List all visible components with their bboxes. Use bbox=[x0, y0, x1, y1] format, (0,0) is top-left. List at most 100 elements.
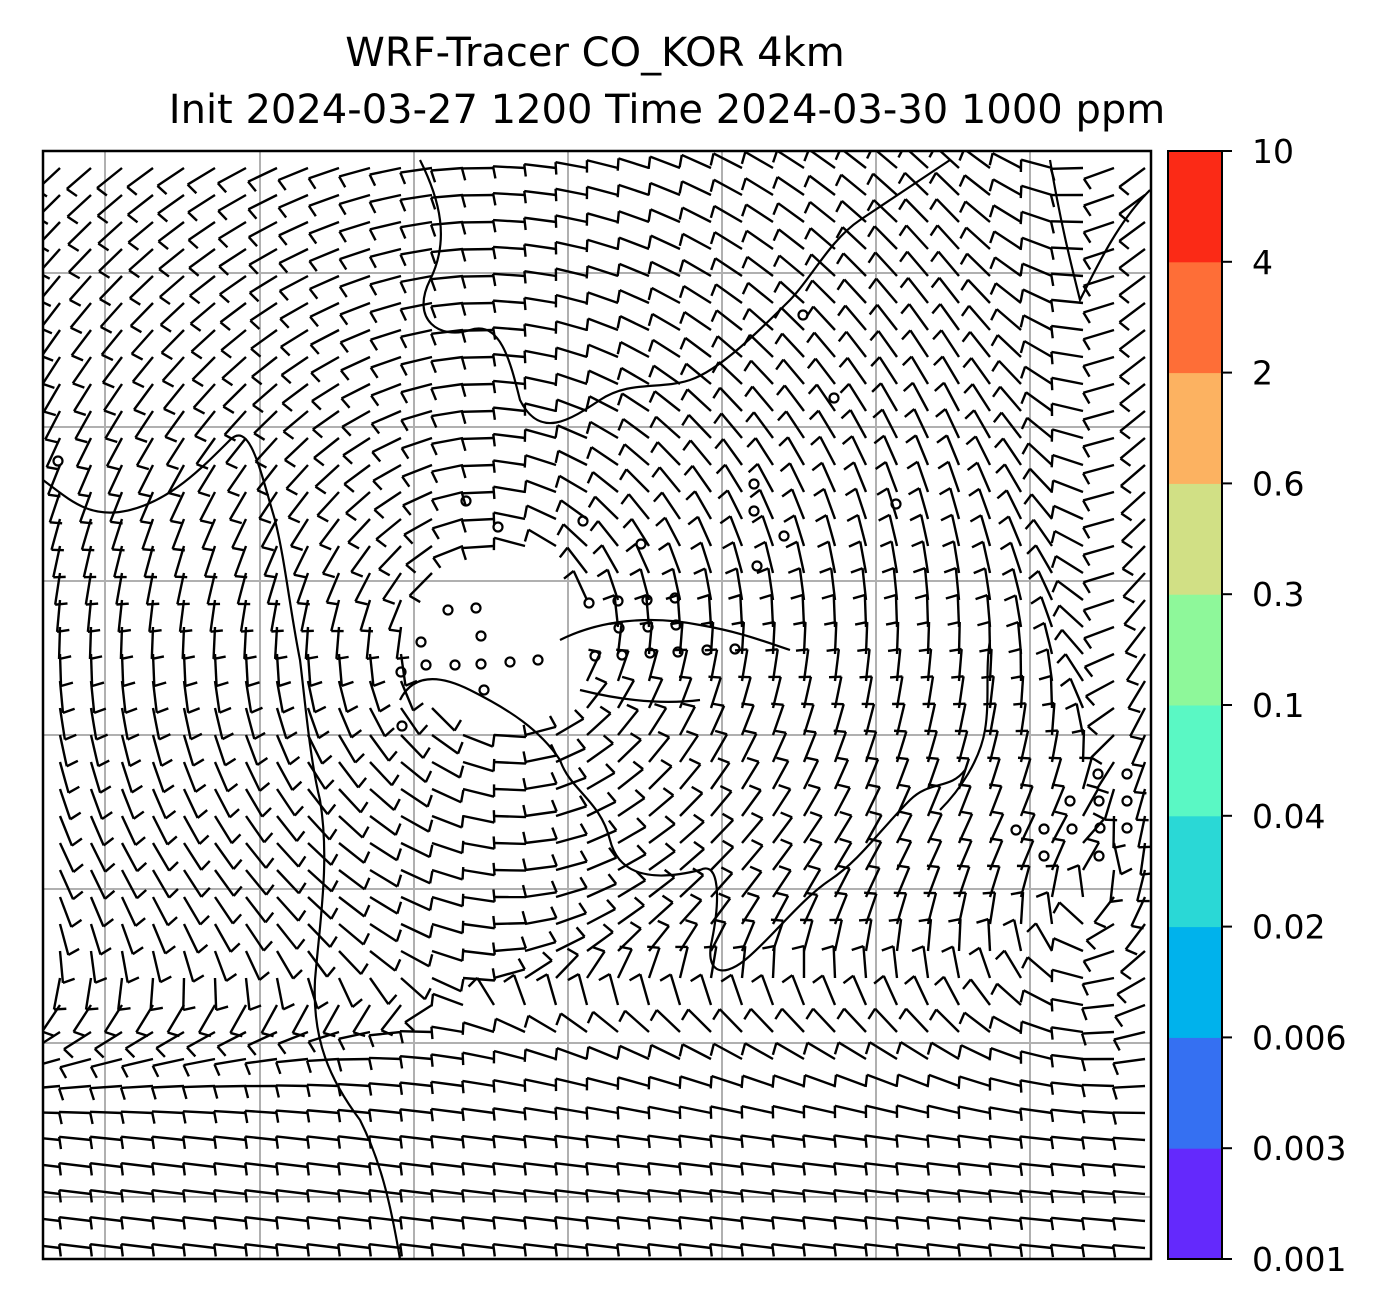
wind-barb-shaft bbox=[664, 517, 682, 547]
wind-barb-shaft bbox=[338, 193, 371, 206]
wind-barb-feather bbox=[1118, 267, 1130, 277]
wind-barb-shaft bbox=[311, 382, 340, 403]
wind-barb-feather bbox=[1082, 419, 1091, 431]
wind-barb-feather bbox=[874, 461, 887, 471]
wind-barb-shaft bbox=[493, 406, 526, 413]
wind-barb-shaft bbox=[182, 680, 190, 713]
wind-barb-shaft bbox=[307, 869, 333, 893]
wind-barb-feather bbox=[711, 702, 725, 708]
wind-barb-feather bbox=[661, 894, 674, 904]
wind-barb-shaft bbox=[1081, 729, 1086, 763]
wind-barb-feather bbox=[1125, 651, 1138, 659]
wind-barb-feather bbox=[375, 538, 387, 548]
wind-barb-shaft bbox=[780, 306, 805, 331]
wind-barb-shaft bbox=[1061, 629, 1084, 655]
wind-barb-feather bbox=[460, 222, 467, 235]
wind-barb-shaft bbox=[58, 869, 75, 900]
wind-barb-feather bbox=[1018, 1163, 1024, 1177]
wind-barb-feather bbox=[605, 763, 616, 774]
wind-barb-shaft bbox=[216, 1030, 247, 1048]
wind-barb-shaft bbox=[525, 1048, 557, 1061]
wind-barb-shaft bbox=[586, 931, 614, 952]
wind-barb-feather bbox=[567, 973, 580, 982]
wind-barb-shaft bbox=[648, 1105, 681, 1115]
wind-barb-shaft bbox=[892, 946, 899, 979]
wind-barb-feather bbox=[957, 1106, 961, 1119]
wind-barb-shaft bbox=[833, 919, 843, 952]
wind-barb-shaft bbox=[650, 234, 681, 251]
wind-barb-feather bbox=[492, 1108, 496, 1121]
wind-barb-shaft bbox=[952, 541, 961, 574]
wind-barb-feather bbox=[700, 620, 714, 626]
wind-barb-shaft bbox=[197, 464, 217, 493]
wind-barb-feather bbox=[648, 365, 655, 378]
wind-barb-shaft bbox=[971, 383, 992, 412]
wind-barb-feather bbox=[1052, 837, 1065, 842]
wind-barb-shaft bbox=[866, 1073, 898, 1088]
wind-barb-feather bbox=[108, 492, 121, 498]
wind-barb-feather bbox=[219, 321, 231, 331]
wind-barb-shaft bbox=[382, 572, 402, 601]
wind-barb-shaft bbox=[214, 1135, 247, 1142]
wind-barb-shaft bbox=[66, 194, 92, 218]
wind-barb-feather bbox=[1019, 990, 1025, 1003]
wind-barb-shaft bbox=[779, 280, 805, 304]
wind-barb-feather bbox=[1080, 1084, 1086, 1098]
wind-barb-feather bbox=[216, 182, 228, 194]
wind-barb-shaft bbox=[617, 797, 646, 817]
wind-barb-shaft bbox=[203, 545, 217, 577]
wind-barb-shaft bbox=[244, 680, 253, 713]
wind-barb-feather bbox=[879, 540, 893, 548]
wind-barb-shaft bbox=[89, 869, 107, 900]
wind-barb-feather bbox=[962, 357, 973, 369]
wind-barb-feather bbox=[66, 215, 79, 225]
wind-barb-feather bbox=[328, 828, 338, 841]
calm-wind-circle bbox=[1064, 795, 1076, 807]
wind-barb-feather bbox=[280, 374, 292, 385]
wind-barb-feather bbox=[585, 344, 590, 358]
wind-barb-shaft bbox=[337, 734, 357, 764]
wind-barb-shaft bbox=[1030, 493, 1053, 520]
wind-barb-feather bbox=[1030, 595, 1042, 605]
wind-barb-feather bbox=[182, 1190, 186, 1203]
wind-barb-feather bbox=[778, 436, 789, 447]
wind-barb-shaft bbox=[524, 1215, 557, 1223]
wind-barb-shaft bbox=[493, 1242, 526, 1250]
wind-barb-feather bbox=[336, 1059, 343, 1072]
wind-barb-feather bbox=[492, 1135, 496, 1149]
wind-barb-feather bbox=[959, 253, 969, 265]
wind-barb-shaft bbox=[44, 410, 62, 440]
wind-barb-shaft bbox=[119, 626, 124, 660]
wind-barb-feather bbox=[99, 785, 112, 794]
wind-barb-shaft bbox=[338, 761, 360, 789]
wind-barb-feather bbox=[28, 1190, 30, 1202]
calm-wind-circle bbox=[1092, 768, 1104, 780]
wind-barb-shaft bbox=[371, 436, 402, 454]
wind-barb-feather bbox=[458, 765, 465, 778]
wind-barb-shaft bbox=[461, 544, 495, 550]
wind-barb-shaft bbox=[212, 626, 217, 660]
wind-barb-feather bbox=[1110, 898, 1123, 903]
wind-barb-feather bbox=[663, 868, 676, 879]
wind-barb-feather bbox=[491, 219, 497, 233]
wind-barb-shaft bbox=[369, 895, 398, 915]
wind-barb-shaft bbox=[127, 221, 154, 244]
wind-barb-shaft bbox=[875, 277, 898, 304]
wind-barb-feather bbox=[134, 436, 148, 443]
wind-barb-feather bbox=[523, 1244, 527, 1257]
wind-barb-feather bbox=[907, 487, 920, 496]
wind-barb-shaft bbox=[524, 402, 557, 413]
wind-barb-feather bbox=[460, 492, 467, 506]
wind-barb-shaft bbox=[59, 1242, 92, 1250]
wind-barb-feather bbox=[1118, 186, 1130, 196]
wind-barb-feather bbox=[616, 1163, 620, 1176]
wind-barb-feather bbox=[258, 517, 272, 524]
wind-barb-feather bbox=[693, 840, 705, 850]
wind-barb-shaft bbox=[369, 950, 396, 972]
wind-barb-shaft bbox=[954, 568, 961, 601]
wind-barb-feather bbox=[73, 1030, 86, 1037]
wind-barb-feather bbox=[93, 707, 107, 714]
wind-barb-feather bbox=[106, 465, 120, 471]
wind-barb-feather bbox=[629, 921, 642, 930]
wind-barb-shaft bbox=[1083, 598, 1115, 612]
